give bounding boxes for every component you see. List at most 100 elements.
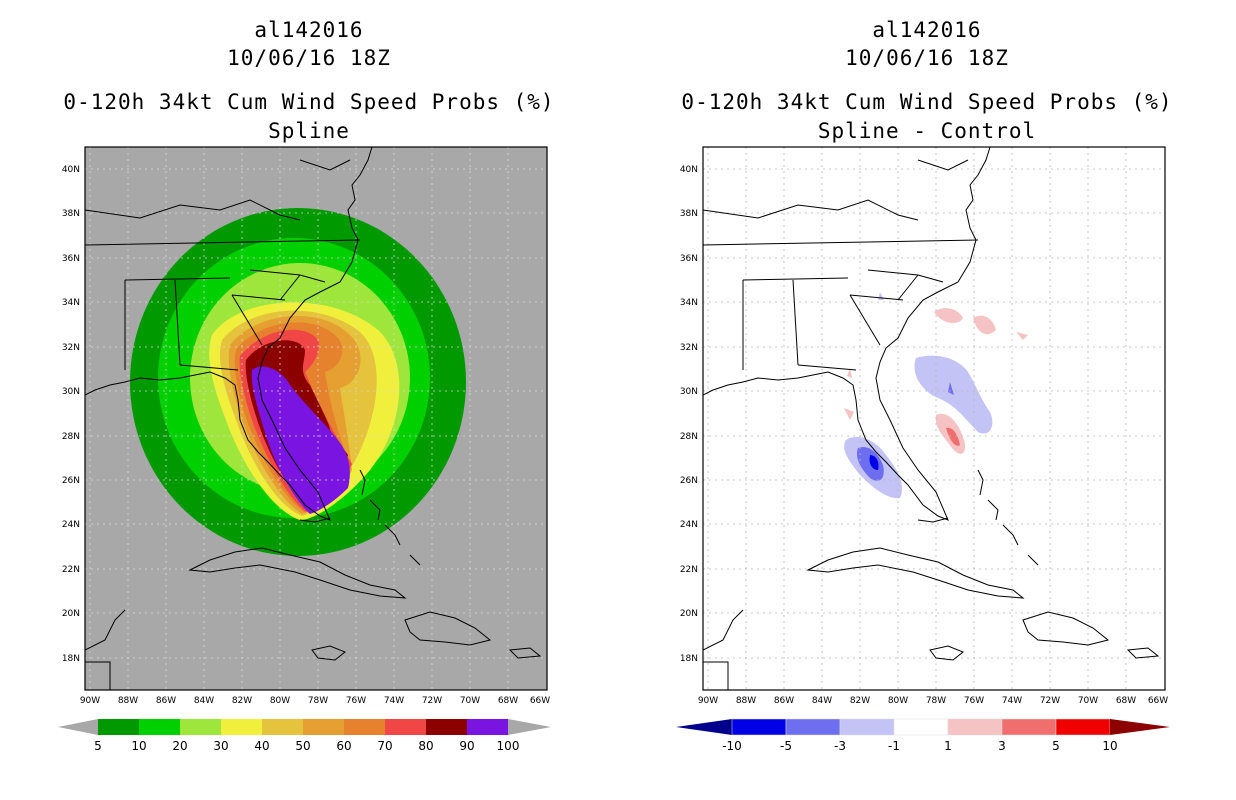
map-grid xyxy=(703,147,1165,690)
map-frame xyxy=(84,146,548,691)
lat-label: 26N xyxy=(680,476,698,486)
lat-label: 32N xyxy=(680,343,698,353)
colorbar-right: -10 -5 -3 -1 1 3 5 10 xyxy=(676,718,1170,753)
colorbar-label: -1 xyxy=(888,739,900,753)
colorbar-below-arrow xyxy=(58,719,98,735)
colorbar-label: 60 xyxy=(336,739,351,753)
colorbar-swatch xyxy=(98,719,139,735)
colorbar-swatch xyxy=(426,719,467,735)
lon-label: 84W xyxy=(194,696,214,706)
lon-label: 80W xyxy=(270,696,290,706)
datetime-title: 10/06/16 18Z xyxy=(227,46,391,70)
diff-blob-positive xyxy=(934,308,963,324)
product-title: 0-120h 34kt Cum Wind Speed Probs (%) xyxy=(681,90,1173,114)
colorbar-above-arrow xyxy=(1110,719,1170,735)
lat-axis: 40N 38N 36N 34N 32N 30N 28N 26N 24N 22N … xyxy=(62,165,80,664)
lon-label: 86W xyxy=(774,696,794,706)
diff-blob-positive xyxy=(847,368,852,378)
method-title: Spline - Control xyxy=(817,119,1037,143)
lat-axis: 40N 38N 36N 34N 32N 30N 28N 26N 24N 22N … xyxy=(680,165,698,664)
diff-blob-positive xyxy=(1016,332,1028,340)
lon-label: 78W xyxy=(308,696,328,706)
colorbar-label: 70 xyxy=(377,739,392,753)
lat-label: 18N xyxy=(62,654,80,664)
colorbar-swatch xyxy=(1001,718,1057,736)
colorbar-swatch xyxy=(180,719,221,735)
colorbar-swatch xyxy=(467,719,508,735)
storm-id-title: al142016 xyxy=(254,18,364,42)
lat-label: 24N xyxy=(62,520,80,530)
product-title: 0-120h 34kt Cum Wind Speed Probs (%) xyxy=(63,90,555,114)
lat-label: 24N xyxy=(680,520,698,530)
diff-blob-positive xyxy=(973,315,996,335)
colorbar-label: 90 xyxy=(459,739,474,753)
lon-label: 86W xyxy=(156,696,176,706)
right-map-panel: al142016 10/06/16 18Z 0-120h 34kt Cum Wi… xyxy=(618,0,1236,800)
lon-label: 88W xyxy=(118,696,138,706)
lon-label: 82W xyxy=(850,696,870,706)
colorbar-swatch xyxy=(1055,718,1111,736)
colorbar-left: 5 10 20 30 40 50 60 70 80 90 100 xyxy=(58,719,551,753)
lon-label: 78W xyxy=(926,696,946,706)
colorbar-label: 3 xyxy=(998,739,1006,753)
lon-label: 66W xyxy=(530,696,550,706)
lat-label: 34N xyxy=(680,298,698,308)
lat-label: 36N xyxy=(62,254,80,264)
lon-label: 72W xyxy=(1040,696,1060,706)
lon-label: 70W xyxy=(460,696,480,706)
lon-label: 74W xyxy=(384,696,404,706)
colorbar-label: -3 xyxy=(834,739,846,753)
colorbar-swatch xyxy=(385,719,426,735)
map-frame xyxy=(702,146,1166,691)
lat-label: 38N xyxy=(62,209,80,219)
lat-label: 22N xyxy=(62,565,80,575)
diff-blob-positive-mid xyxy=(946,427,960,446)
lat-label: 38N xyxy=(680,209,698,219)
colorbar-label: 20 xyxy=(172,739,187,753)
colorbar-label: 10 xyxy=(1102,739,1117,753)
coastlines xyxy=(85,147,542,690)
colorbar-label: 50 xyxy=(295,739,310,753)
colorbar-label: 30 xyxy=(213,739,228,753)
lon-label: 90W xyxy=(698,696,718,706)
lon-label: 90W xyxy=(80,696,100,706)
colorbar-label: 40 xyxy=(254,739,269,753)
colorbar-above-arrow xyxy=(508,719,551,735)
lon-label: 68W xyxy=(498,696,518,706)
lon-label: 72W xyxy=(422,696,442,706)
lat-label: 20N xyxy=(62,609,80,619)
prob-contour-90 xyxy=(251,366,350,514)
lon-label: 74W xyxy=(1002,696,1022,706)
map-background xyxy=(703,147,1165,690)
lon-label: 76W xyxy=(346,696,366,706)
colorbar-label: 80 xyxy=(418,739,433,753)
lat-label: 18N xyxy=(680,654,698,664)
lon-label: 88W xyxy=(736,696,756,706)
colorbar-swatch xyxy=(893,718,949,736)
colorbar-swatch xyxy=(785,718,841,736)
colorbar-swatch xyxy=(839,718,895,736)
left-map-panel: al142016 10/06/16 18Z 0-120h 34kt Cum Wi… xyxy=(58,18,555,753)
diff-blob-negative-strong xyxy=(869,455,879,470)
colorbar-label: 5 xyxy=(94,739,102,753)
colorbar-swatch xyxy=(344,719,385,735)
lat-label: 36N xyxy=(680,254,698,264)
lon-axis: 90W 88W 86W 84W 82W 80W 78W 76W 74W 72W … xyxy=(80,696,550,706)
diff-blob-positive xyxy=(844,408,854,420)
lat-label: 40N xyxy=(680,165,698,175)
lat-label: 30N xyxy=(680,387,698,397)
coastlines xyxy=(703,147,1160,690)
colorbar-below-arrow xyxy=(676,719,732,735)
colorbar-swatch xyxy=(303,719,344,735)
colorbar-label: 1 xyxy=(944,739,952,753)
lat-label: 20N xyxy=(680,609,698,619)
lon-label: 76W xyxy=(964,696,984,706)
colorbar-swatch xyxy=(262,719,303,735)
lat-label: 28N xyxy=(62,432,80,442)
colorbar-swatch xyxy=(139,719,180,735)
lon-label: 70W xyxy=(1078,696,1098,706)
colorbar-swatch xyxy=(221,719,262,735)
datetime-title: 10/06/16 18Z xyxy=(845,46,1009,70)
lat-label: 26N xyxy=(62,476,80,486)
colorbar-label: -10 xyxy=(722,739,742,753)
